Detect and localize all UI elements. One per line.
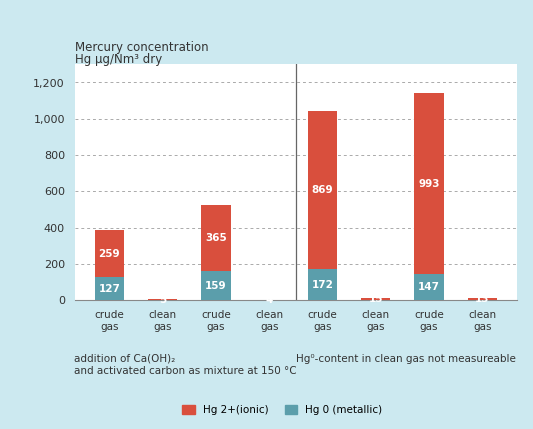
- Text: 259: 259: [99, 249, 120, 259]
- Text: Hg μg/Nm³ dry: Hg μg/Nm³ dry: [75, 54, 162, 66]
- Bar: [467, 298, 497, 300]
- Text: 869: 869: [312, 185, 333, 195]
- Text: 147: 147: [418, 282, 440, 292]
- Bar: [201, 272, 231, 300]
- Text: 172: 172: [311, 280, 333, 290]
- Bar: [414, 274, 443, 300]
- Text: 15: 15: [368, 294, 383, 304]
- Bar: [201, 205, 231, 272]
- Text: Mercury concentration: Mercury concentration: [75, 41, 208, 54]
- Text: 5: 5: [159, 295, 166, 305]
- Bar: [95, 230, 124, 277]
- Bar: [148, 299, 177, 300]
- Text: 4: 4: [265, 295, 273, 305]
- Text: 159: 159: [205, 281, 227, 291]
- Legend: Hg 2+(ionic), Hg 0 (metallic): Hg 2+(ionic), Hg 0 (metallic): [179, 401, 386, 420]
- Text: Hg⁰-content in clean gas not measureable: Hg⁰-content in clean gas not measureable: [296, 354, 516, 364]
- Text: 365: 365: [205, 233, 227, 243]
- Text: 13: 13: [475, 294, 489, 304]
- Bar: [255, 299, 284, 300]
- Bar: [308, 112, 337, 269]
- Bar: [308, 269, 337, 300]
- Text: 993: 993: [418, 178, 440, 188]
- Bar: [95, 277, 124, 300]
- Bar: [361, 298, 390, 300]
- Text: 127: 127: [99, 284, 120, 294]
- Bar: [414, 94, 443, 274]
- Text: addition of Ca(OH)₂
and activated carbon as mixture at 150 °C: addition of Ca(OH)₂ and activated carbon…: [74, 354, 296, 375]
